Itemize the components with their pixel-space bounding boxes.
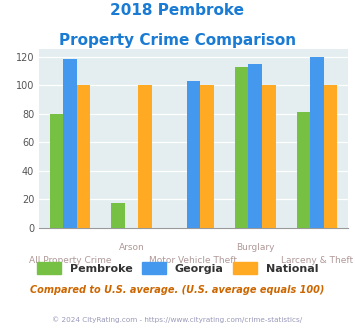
Bar <box>138 85 152 228</box>
Text: 2018 Pembroke: 2018 Pembroke <box>110 3 245 18</box>
Text: © 2024 CityRating.com - https://www.cityrating.com/crime-statistics/: © 2024 CityRating.com - https://www.city… <box>53 317 302 323</box>
Text: Compared to U.S. average. (U.S. average equals 100): Compared to U.S. average. (U.S. average … <box>30 285 325 295</box>
Text: Arson: Arson <box>119 243 144 251</box>
Bar <box>63 59 77 228</box>
Bar <box>310 57 324 228</box>
Text: All Property Crime: All Property Crime <box>29 256 111 265</box>
Bar <box>111 204 125 228</box>
Bar <box>248 64 262 228</box>
Bar <box>297 112 310 228</box>
Bar <box>77 85 90 228</box>
Text: Larceny & Theft: Larceny & Theft <box>281 256 353 265</box>
Bar <box>324 85 337 228</box>
Text: Property Crime Comparison: Property Crime Comparison <box>59 33 296 48</box>
Bar <box>50 114 63 228</box>
Text: Motor Vehicle Theft: Motor Vehicle Theft <box>149 256 237 265</box>
Legend: Pembroke, Georgia, National: Pembroke, Georgia, National <box>32 258 323 278</box>
Text: Burglary: Burglary <box>236 243 274 251</box>
Bar <box>262 85 275 228</box>
Bar <box>200 85 214 228</box>
Bar <box>187 81 200 228</box>
Bar <box>235 67 248 228</box>
